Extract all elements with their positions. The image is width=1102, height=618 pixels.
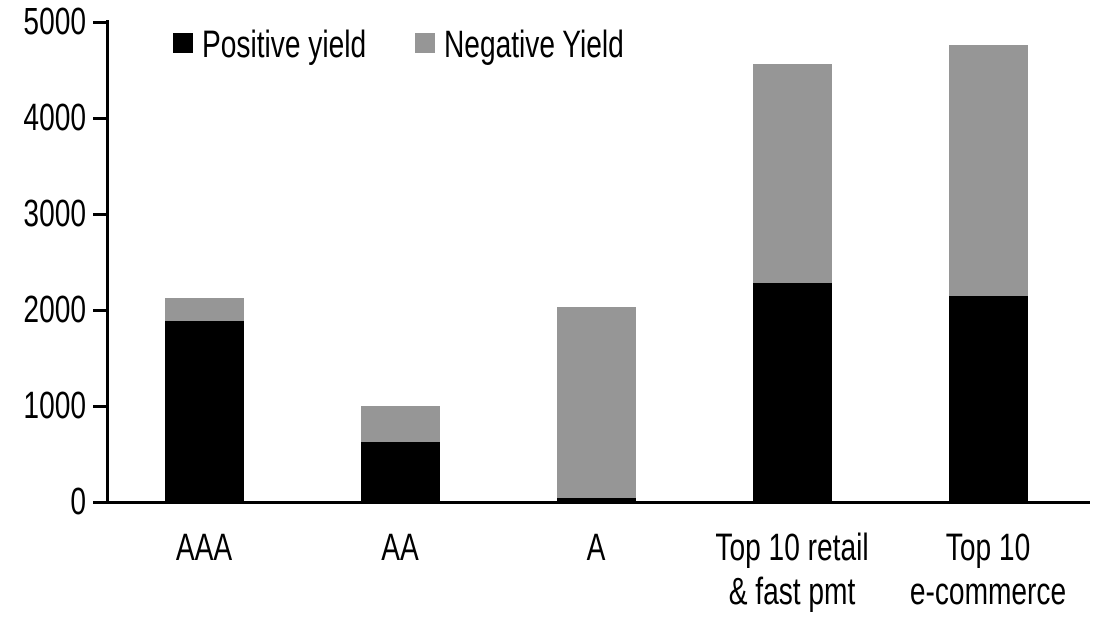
legend-swatch-negative-yield-icon bbox=[415, 33, 435, 53]
y-tick-label: 5000 bbox=[23, 1, 87, 43]
bar-segment-positive bbox=[164, 320, 244, 502]
x-axis-category-label: AAA bbox=[108, 526, 300, 570]
legend-item-negative-yield: Negative Yield bbox=[415, 24, 687, 66]
bar-segment-positive bbox=[360, 442, 440, 502]
x-axis-label-line: AA bbox=[381, 527, 419, 569]
y-tick-label: 1000 bbox=[23, 385, 87, 427]
y-tick-label: 4000 bbox=[23, 97, 87, 139]
x-axis-label-line: AAA bbox=[175, 527, 233, 569]
y-tick-label: 3000 bbox=[23, 193, 87, 235]
x-axis-category-label: AA bbox=[304, 526, 496, 570]
y-tick-mark bbox=[93, 404, 107, 408]
legend-swatch-positive-yield-icon bbox=[173, 33, 193, 53]
y-axis-line bbox=[106, 20, 109, 504]
x-axis-category-label: Top 10 e-commerce bbox=[892, 526, 1084, 614]
bar-segment-negative bbox=[360, 406, 440, 443]
y-tick-mark bbox=[93, 212, 107, 216]
bar-segment-negative bbox=[556, 307, 636, 498]
y-tick-label: 2000 bbox=[23, 289, 87, 331]
bar-segment-positive bbox=[556, 497, 636, 502]
x-axis-line bbox=[93, 500, 1090, 504]
x-axis-label-line: Top 10 bbox=[945, 527, 1031, 569]
y-tick-label: 0 bbox=[70, 481, 86, 523]
y-tick-mark bbox=[93, 500, 107, 504]
x-axis-label-line: Top 10 retail bbox=[715, 527, 869, 569]
x-axis-label-line: & fast pmt bbox=[728, 571, 856, 613]
legend-label-positive-yield: Positive yield bbox=[202, 24, 367, 66]
x-axis-label-line: e-commerce bbox=[909, 571, 1067, 613]
y-tick-mark bbox=[93, 308, 107, 312]
bar-segment-negative bbox=[948, 45, 1028, 297]
legend-item-positive-yield: Positive yield bbox=[173, 24, 424, 66]
bar-segment-negative bbox=[164, 298, 244, 321]
x-axis-label-line: A bbox=[586, 527, 606, 569]
bar-segment-positive bbox=[752, 283, 832, 502]
x-axis-category-label: Top 10 retail & fast pmt bbox=[696, 526, 888, 614]
legend-label-negative-yield: Negative Yield bbox=[444, 24, 624, 66]
bar-segment-negative bbox=[752, 64, 832, 284]
bar-segment-positive bbox=[948, 296, 1028, 502]
y-tick-mark bbox=[93, 20, 107, 24]
x-axis-category-label: A bbox=[500, 526, 692, 570]
y-tick-mark bbox=[93, 116, 107, 120]
